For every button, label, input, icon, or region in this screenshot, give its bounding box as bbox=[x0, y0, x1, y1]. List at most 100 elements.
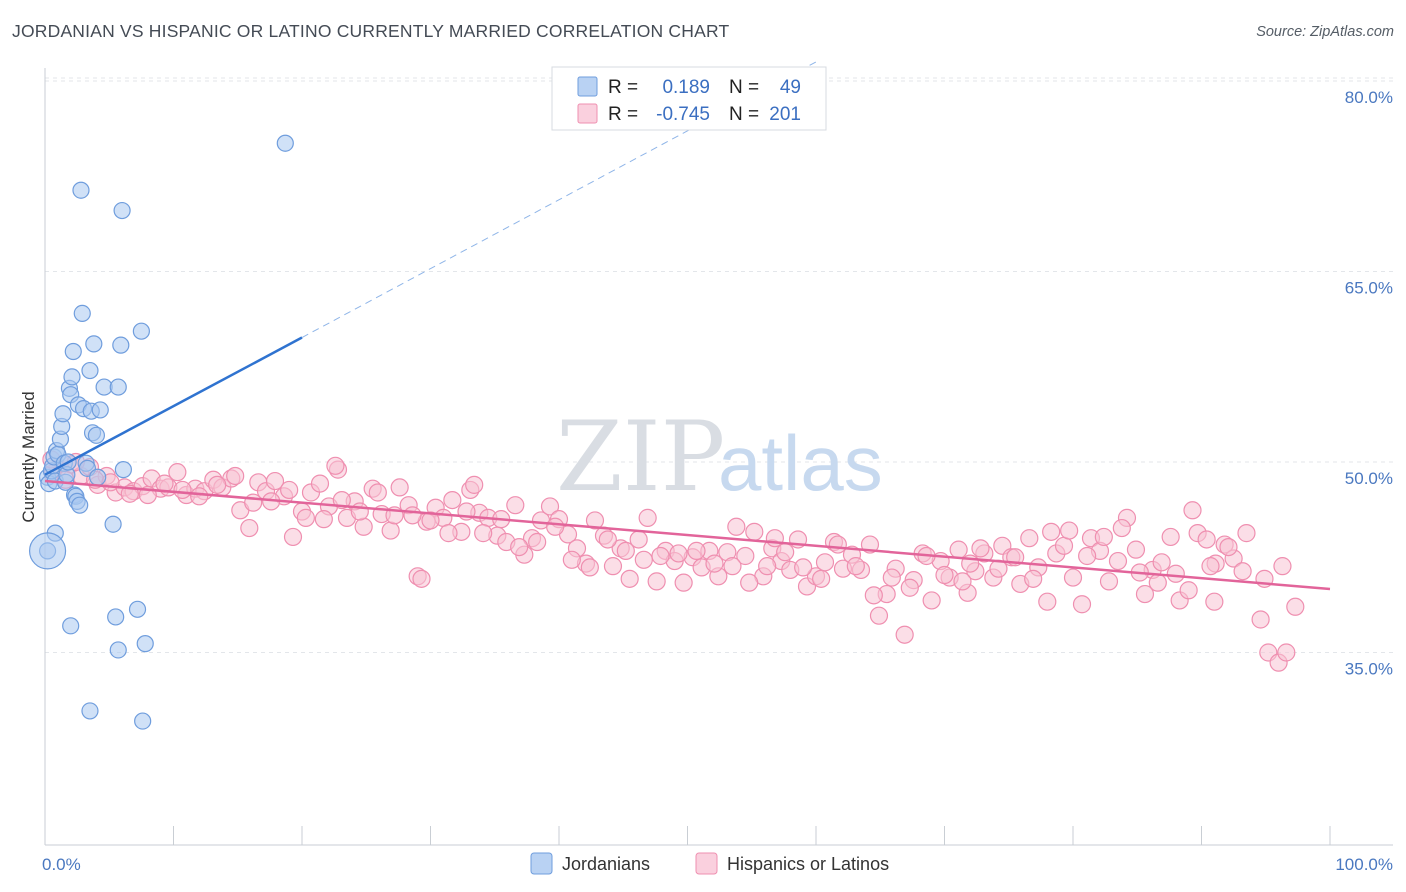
hispanics-point bbox=[674, 573, 693, 592]
hispanics-point bbox=[283, 527, 303, 547]
hispanics-point bbox=[846, 557, 865, 576]
hispanics-point bbox=[1152, 553, 1171, 572]
legend-n-value-jordanians: 49 bbox=[780, 77, 801, 98]
hispanics-point bbox=[1020, 529, 1039, 548]
jordanians-point bbox=[91, 401, 109, 419]
jordanians-point bbox=[132, 322, 150, 340]
hispanics-point bbox=[616, 541, 635, 561]
jordanians-point bbox=[64, 342, 82, 361]
jordanians-point bbox=[112, 336, 130, 354]
hispanics-point bbox=[736, 546, 755, 566]
hispanics-point bbox=[634, 550, 653, 569]
hispanics-point bbox=[421, 511, 440, 530]
jordanians-point bbox=[128, 600, 147, 618]
hispanics-point bbox=[528, 532, 547, 552]
hispanics-point bbox=[1237, 524, 1256, 543]
hispanics-point bbox=[1197, 530, 1216, 549]
bottom-legend-swatch-jordanians bbox=[530, 852, 553, 875]
legend-n-label: N = bbox=[729, 77, 759, 98]
hispanics-point bbox=[326, 456, 345, 475]
hispanics-point bbox=[354, 517, 373, 536]
hispanics-point bbox=[598, 530, 617, 549]
hispanics-point bbox=[1112, 518, 1131, 538]
hispanics-point bbox=[562, 550, 581, 569]
jordanians-point bbox=[104, 515, 122, 533]
hispanics-point bbox=[510, 537, 529, 557]
hispanics-point bbox=[173, 480, 192, 500]
hispanics-point bbox=[815, 553, 835, 572]
hispanics-point bbox=[1099, 572, 1119, 591]
bottom-legend-label-hispanics: Hispanics or Latinos bbox=[727, 854, 889, 874]
hispanics-point bbox=[1024, 569, 1043, 588]
hispanics-point bbox=[1063, 568, 1083, 587]
hispanics-point bbox=[1054, 536, 1074, 555]
legend-box: R = 0.189 N = 49 R = -0.745 N = 201 bbox=[551, 66, 827, 131]
jordanians-point bbox=[107, 608, 125, 626]
hispanics-point bbox=[953, 572, 972, 591]
hispanics-point bbox=[296, 508, 315, 527]
hispanics-point bbox=[812, 569, 831, 588]
jordanians-point bbox=[109, 378, 127, 396]
hispanics-trend-line bbox=[44, 479, 1331, 591]
jordanians-point bbox=[276, 134, 294, 152]
hispanics-point bbox=[776, 543, 795, 562]
chart-title: JORDANIAN VS HISPANIC OR LATINO CURRENTL… bbox=[12, 21, 730, 41]
hispanics-point bbox=[869, 606, 889, 625]
hispanics-point bbox=[168, 463, 187, 482]
hispanics-point bbox=[350, 502, 369, 521]
y-tick-label: 65.0% bbox=[1345, 279, 1393, 298]
jordanians-point bbox=[72, 181, 90, 199]
hispanics-point bbox=[1277, 643, 1296, 662]
y-axis-label: Currently Married bbox=[19, 391, 38, 522]
hispanics-point bbox=[794, 558, 813, 577]
hispanics-point bbox=[390, 478, 409, 497]
hispanics-point bbox=[1135, 584, 1155, 604]
hispanics-point bbox=[638, 508, 657, 527]
x-tick-labels: 0.0% 100.0% bbox=[42, 855, 1393, 874]
x-tick-label: 0.0% bbox=[42, 855, 81, 874]
jordanians-point-large bbox=[28, 532, 67, 570]
hispanics-point bbox=[1126, 540, 1146, 559]
legend-r-value-jordanians: 0.189 bbox=[662, 77, 710, 98]
jordanians-point bbox=[63, 368, 81, 386]
hispanics-point bbox=[949, 540, 968, 559]
hispanics-point bbox=[1286, 597, 1305, 616]
hispanics-point bbox=[922, 591, 941, 610]
hispanics-point bbox=[727, 517, 746, 536]
jordanians-point bbox=[62, 617, 80, 635]
hispanics-point bbox=[506, 496, 525, 515]
watermark-zip: ZIP bbox=[556, 401, 725, 513]
hispanics-point bbox=[620, 569, 639, 588]
y-tick-labels: 35.0% 50.0% 65.0% 80.0% bbox=[1345, 88, 1393, 679]
jordanians-point bbox=[54, 405, 72, 423]
jordanians-point bbox=[87, 426, 106, 444]
hispanics-point bbox=[310, 474, 330, 493]
watermark: ZIP atlas bbox=[556, 401, 883, 513]
hispanics-point bbox=[208, 475, 227, 494]
hispanics-point bbox=[705, 554, 724, 573]
hispanics-point bbox=[280, 480, 299, 500]
hispanics-point bbox=[546, 517, 565, 536]
jordanians-point bbox=[114, 461, 132, 479]
hispanics-point bbox=[585, 511, 605, 530]
hispanics-point bbox=[265, 471, 285, 491]
hispanics-point bbox=[332, 491, 351, 510]
hispanics-point bbox=[1038, 592, 1057, 611]
hispanics-point bbox=[381, 521, 400, 540]
x-tick-label: 100.0% bbox=[1335, 855, 1393, 874]
hispanics-point bbox=[603, 557, 623, 576]
y-tick-label: 35.0% bbox=[1345, 660, 1393, 679]
legend-n-value-hispanics: 201 bbox=[769, 104, 801, 125]
legend-r-value-hispanics: -0.745 bbox=[656, 104, 710, 125]
hispanics-point bbox=[1233, 562, 1252, 581]
hispanics-point bbox=[540, 497, 560, 516]
hispanics-point bbox=[1205, 592, 1224, 611]
y-tick-label: 50.0% bbox=[1345, 469, 1393, 488]
legend-swatch-hispanics bbox=[577, 103, 598, 124]
bottom-legend: Jordanians Hispanics or Latinos bbox=[530, 852, 889, 875]
jordanians-point bbox=[113, 201, 131, 220]
bottom-legend-swatch-hispanics bbox=[695, 852, 718, 875]
hispanics-point bbox=[864, 586, 883, 605]
hispanics-point bbox=[1219, 537, 1238, 557]
hispanics-point bbox=[723, 557, 742, 576]
